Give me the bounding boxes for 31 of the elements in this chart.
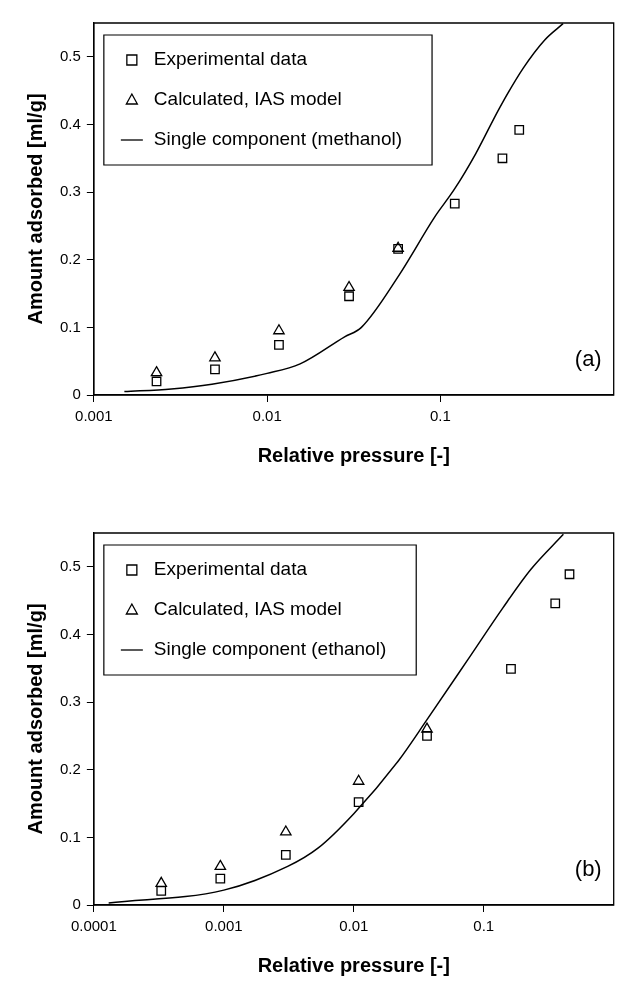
x-axis-title: Relative pressure [-]	[257, 953, 450, 976]
legend-label: Single component (ethanol)	[153, 638, 387, 660]
y-tick-label: 0.3	[59, 182, 81, 200]
annotation: (b)	[574, 856, 602, 882]
x-tick-label: 0.1	[429, 407, 451, 425]
legend-label: Experimental data	[153, 558, 308, 580]
x-tick-label: 0.1	[473, 917, 495, 935]
legend-label: Single component (methanol)	[153, 128, 403, 150]
y-tick-label: 0.2	[59, 249, 81, 267]
x-tick-label: 0.01	[339, 917, 369, 935]
y-tick-label: 0.2	[59, 759, 81, 777]
x-axis-title: Relative pressure [-]	[257, 443, 450, 466]
legend-label: Experimental data	[153, 48, 308, 70]
legend-label: Calculated, IAS model	[153, 598, 342, 620]
y-tick-label: 0.5	[59, 46, 81, 64]
x-tick-label: 0.01	[252, 407, 282, 425]
y-tick-label: 0.1	[59, 827, 81, 845]
y-axis-title: Amount adsorbed [ml/g]	[23, 603, 46, 835]
y-tick-label: 0	[72, 385, 81, 403]
y-tick-label: 0.3	[59, 692, 81, 710]
y-tick-label: 0.4	[59, 624, 81, 642]
y-tick-label: 0.1	[59, 317, 81, 335]
legend-label: Calculated, IAS model	[153, 88, 342, 110]
y-tick-label: 0.4	[59, 114, 81, 132]
annotation: (a)	[574, 346, 602, 372]
x-tick-label: 0.001	[75, 407, 113, 425]
y-tick-label: 0	[72, 895, 81, 913]
x-tick-label: 0.0001	[70, 917, 117, 935]
y-tick-label: 0.5	[59, 556, 81, 574]
y-axis-title: Amount adsorbed [ml/g]	[23, 93, 46, 325]
x-tick-label: 0.001	[205, 917, 243, 935]
